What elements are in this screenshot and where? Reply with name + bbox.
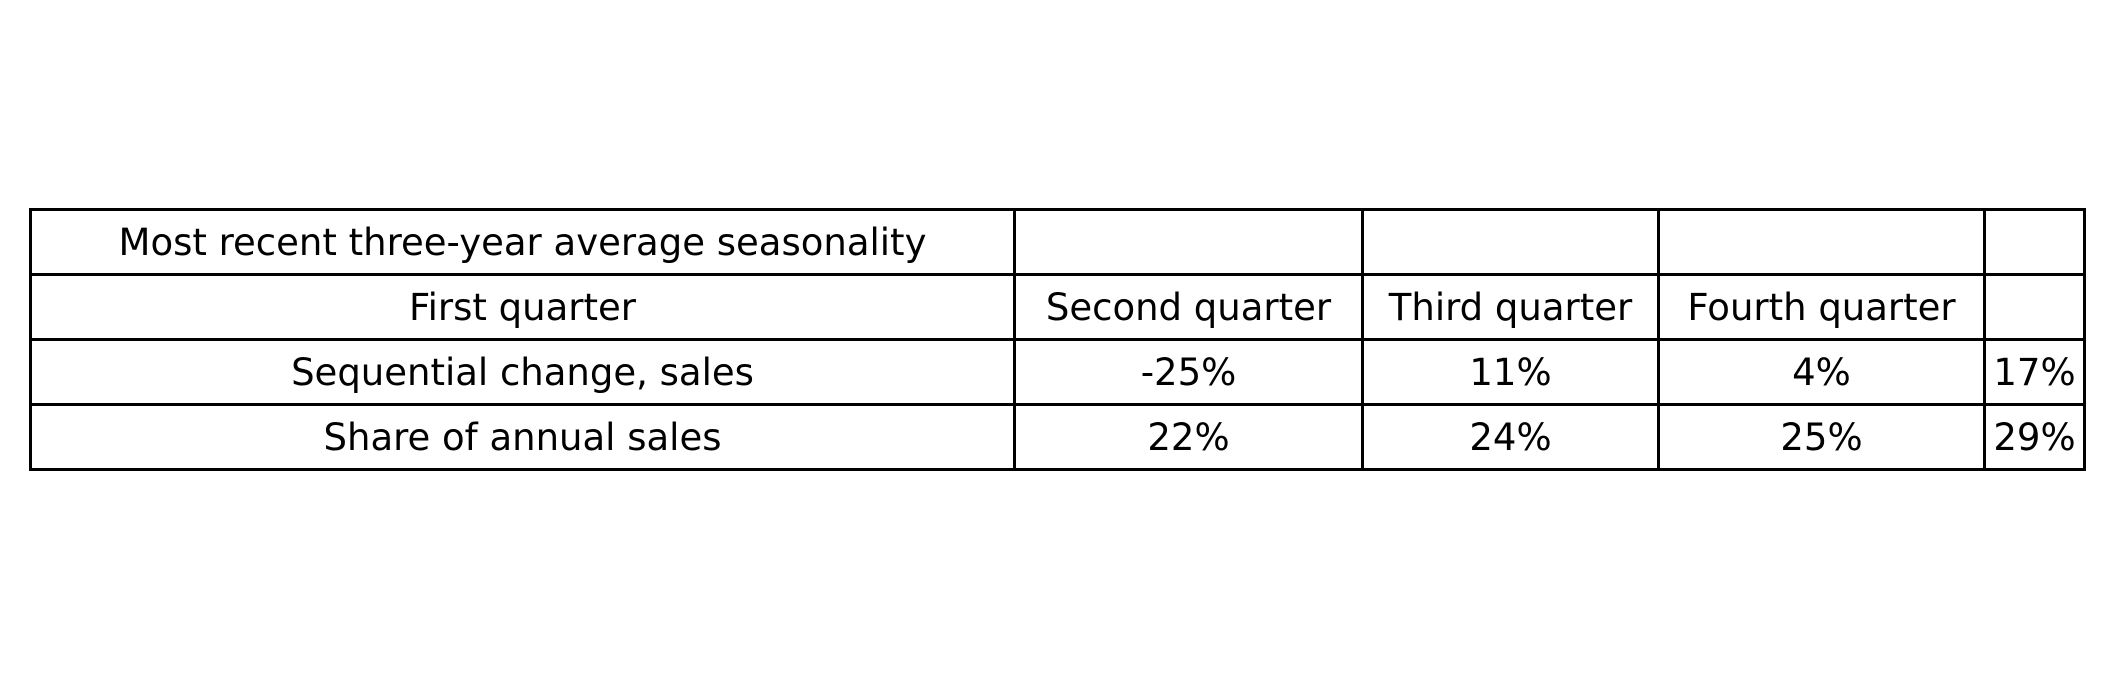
table-cell: 4% <box>1657 338 1986 406</box>
table-cell <box>1983 273 2086 341</box>
table-cell: 11% <box>1361 338 1660 406</box>
table-cell <box>1013 208 1364 276</box>
table-body: Most recent three-year average seasonali… <box>29 208 2086 471</box>
table-cell: Third quarter <box>1361 273 1660 341</box>
table-cell: Fourth quarter <box>1657 273 1986 341</box>
table-cell: 24% <box>1361 403 1660 471</box>
table-cell: 22% <box>1013 403 1364 471</box>
table-cell <box>1361 208 1660 276</box>
table-cell: -25% <box>1013 338 1364 406</box>
table-cell: First quarter <box>29 273 1016 341</box>
table-cell: Sequential change, sales <box>29 338 1016 406</box>
table-cell: 25% <box>1657 403 1986 471</box>
table-cell <box>1983 208 2086 276</box>
table-cell: 17% <box>1983 338 2086 406</box>
table-row: Sequential change, sales -25% 11% 4% 17% <box>29 338 2086 406</box>
table-row: Most recent three-year average seasonali… <box>29 208 2086 276</box>
seasonality-table-container: Most recent three-year average seasonali… <box>29 208 2086 471</box>
table-row: First quarter Second quarter Third quarter… <box>29 273 2086 341</box>
table-cell: Most recent three-year average seasonali… <box>29 208 1016 276</box>
table-row: Share of annual sales 22% 24% 25% 29% <box>29 403 2086 471</box>
table-cell <box>1657 208 1986 276</box>
table-cell: Share of annual sales <box>29 403 1016 471</box>
seasonality-table: Most recent three-year average seasonali… <box>29 208 2086 471</box>
table-cell: 29% <box>1983 403 2086 471</box>
table-cell: Second quarter <box>1013 273 1364 341</box>
